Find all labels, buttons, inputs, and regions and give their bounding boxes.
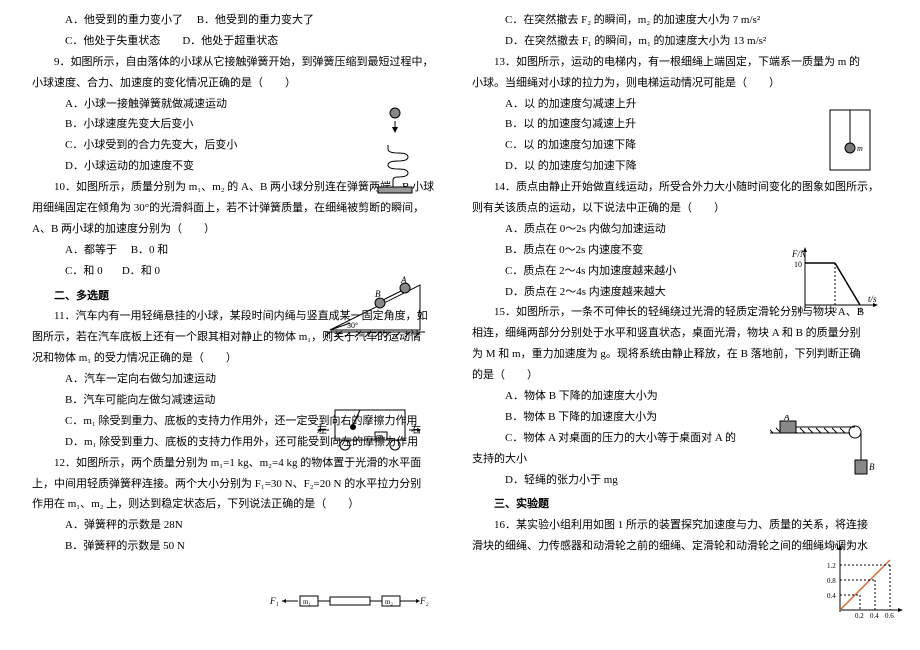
q14-ylabel: F/N bbox=[791, 249, 807, 259]
q9-stem: 9．如图所示，自由落体的小球从它接触弹簧开始，到弹簧压缩到最短过程中， bbox=[32, 52, 448, 73]
svg-text:B: B bbox=[375, 289, 381, 299]
svg-text:1.2: 1.2 bbox=[827, 562, 836, 570]
q12-stem2: 上，中间用轻质弹簧秤连接。两个大小分别为 F₁=30 N、F₂=20 N 的水平… bbox=[32, 474, 448, 495]
q12-figure: F₁ m₁ m₂ F₂ bbox=[270, 590, 430, 623]
q10-figure: 30° B A bbox=[325, 275, 425, 348]
q16-figure: v/(m·s⁻¹) 1.2 0.8 0.4 0.2 0.4 0.6 bbox=[825, 540, 905, 628]
q14-figure: F/N t/s 10 0 2 4 bbox=[790, 245, 880, 323]
q12-stem3: 作用在 m₁、m₂ 上，则达到稳定状态后，下列说法正确的是（ ） bbox=[32, 494, 448, 515]
right-column: C．在突然撤去 F₂ 的瞬间，m₂ 的加速度大小为 7 m/s² D．在突然撤去… bbox=[460, 10, 900, 640]
q16-stem: 16．某实验小组利用如图 1 所示的装置探究加速度与力、质量的关系，将连接 bbox=[472, 515, 888, 536]
q14-x1: 2 bbox=[833, 306, 837, 315]
q11-figure: m₁ 左 右 bbox=[315, 405, 425, 463]
q13-figure: m bbox=[825, 105, 875, 183]
q8-optB: B．他受到的重力变大了 bbox=[197, 14, 314, 26]
q8-optC: C．他处于失重状态 bbox=[65, 35, 160, 47]
q13-stem: 13．如图所示，运动的电梯内，有一根细绳上端固定，下端系一质量为 m 的 bbox=[472, 52, 888, 73]
q10-optD: D．和 0 bbox=[122, 265, 160, 277]
svg-text:0.4: 0.4 bbox=[827, 592, 836, 600]
q14-stem2: 则有关该质点的运动，以下说法中正确的是（ ） bbox=[472, 198, 888, 219]
svg-text:0.8: 0.8 bbox=[827, 577, 836, 585]
q15-figure: A B bbox=[770, 415, 880, 493]
svg-text:m: m bbox=[857, 144, 863, 153]
q15-stem2: 相连，细绳两部分分别处于水平和竖直状态，桌面光滑，物块 A 和 B 的质量分别 bbox=[472, 323, 888, 344]
q14-optA: A．质点在 0～2s 内做匀加速运动 bbox=[472, 219, 888, 240]
q12-optA: A．弹簧秤的示数是 28N bbox=[32, 515, 448, 536]
q9-stem2: 小球速度、合力、加速度的变化情况正确的是（ ） bbox=[32, 73, 448, 94]
svg-text:0.4: 0.4 bbox=[870, 612, 879, 620]
q15-stem4: 的是（ ） bbox=[472, 365, 888, 386]
svg-text:m₂: m₂ bbox=[385, 598, 393, 606]
svg-text:m₁: m₁ bbox=[303, 598, 311, 606]
q12-optC: C．在突然撤去 F₂ 的瞬间，m₂ 的加速度大小为 7 m/s² bbox=[472, 10, 888, 31]
q10-options-row1: A．都等于 B．0 和 bbox=[32, 240, 448, 261]
q8-options-row2: C．他处于失重状态 D．他处于超重状态 bbox=[32, 31, 448, 52]
q15-stem3: 为 M 和 m，重力加速度为 g。现将系统由静止释放，在 B 落地前，下列判断正… bbox=[472, 344, 888, 365]
svg-text:A: A bbox=[783, 415, 790, 422]
q13-stem2: 小球。当细绳对小球的拉力为，则电梯运动情况可能是（ ） bbox=[472, 73, 888, 94]
left-column: A．他受到的重力变小了 B．他受到的重力变大了 C．他处于失重状态 D．他处于超… bbox=[20, 10, 460, 640]
q10-optC: C．和 0 bbox=[65, 265, 103, 277]
svg-text:F₂: F₂ bbox=[419, 596, 429, 606]
svg-text:B: B bbox=[869, 462, 875, 472]
q14-ymax: 10 bbox=[794, 260, 802, 269]
q9-figure bbox=[370, 105, 420, 203]
q10-optA: A．都等于 bbox=[65, 244, 117, 256]
q8-optA: A．他受到的重力变小了 bbox=[65, 14, 183, 26]
q14-x2: 4 bbox=[858, 306, 862, 315]
q10-optB: B．0 和 bbox=[131, 244, 169, 256]
q11-optA: A．汽车一定向右做匀加速运动 bbox=[32, 369, 448, 390]
q8-options-row1: A．他受到的重力变小了 B．他受到的重力变大了 bbox=[32, 10, 448, 31]
svg-text:0.6: 0.6 bbox=[885, 612, 894, 620]
svg-text:F₁: F₁ bbox=[270, 596, 279, 606]
section3-title: 三、实验题 bbox=[472, 494, 888, 515]
svg-text:30°: 30° bbox=[347, 321, 358, 330]
q11-stem3: 况和物体 m₁ 的受力情况正确的是（ ） bbox=[32, 348, 448, 369]
q12-optD: D．在突然撤去 F₁ 的瞬间，m₁ 的加速度大小为 13 m/s² bbox=[472, 31, 888, 52]
q12-optB: B．弹簧秤的示数是 50 N bbox=[32, 536, 448, 557]
svg-text:0.2: 0.2 bbox=[855, 612, 864, 620]
q8-optD: D．他处于超重状态 bbox=[182, 35, 278, 47]
q10-stem3: A、B 两小球的加速度分别为（ ） bbox=[32, 219, 448, 240]
svg-text:A: A bbox=[400, 275, 407, 285]
svg-text:m₁: m₁ bbox=[377, 432, 386, 441]
q14-xlabel: t/s bbox=[868, 294, 877, 304]
svg-text:0: 0 bbox=[799, 306, 803, 315]
q15-optA: A．物体 B 下降的加速度大小为 bbox=[472, 386, 888, 407]
q16-ylabel: v/(m·s⁻¹) bbox=[825, 542, 852, 550]
